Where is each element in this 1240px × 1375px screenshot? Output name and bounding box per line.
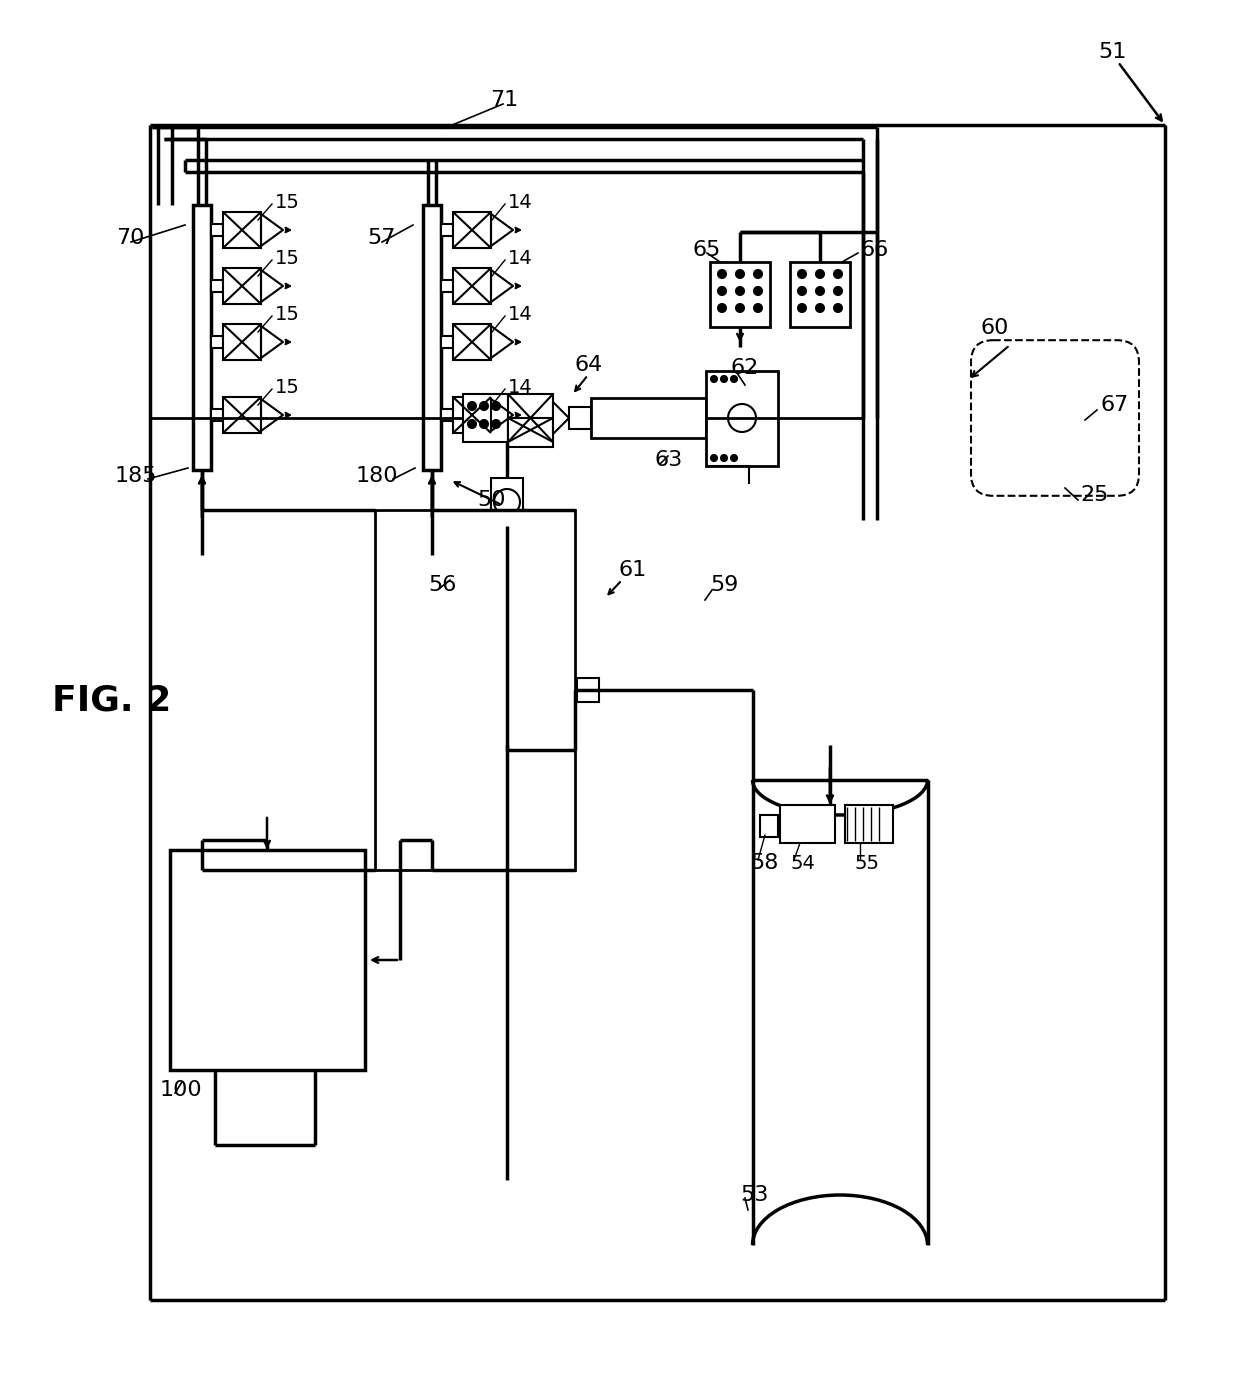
- Circle shape: [718, 270, 725, 278]
- Circle shape: [737, 270, 744, 278]
- Text: 63: 63: [655, 450, 683, 470]
- Text: 180: 180: [356, 466, 398, 485]
- Text: 25: 25: [1080, 485, 1109, 505]
- Bar: [569, 407, 591, 429]
- Circle shape: [835, 270, 842, 278]
- Bar: [211, 224, 223, 236]
- Bar: [211, 336, 223, 348]
- Text: 15: 15: [275, 304, 300, 323]
- Circle shape: [720, 375, 727, 382]
- Text: 60: 60: [980, 318, 1008, 338]
- Bar: [211, 408, 223, 421]
- Circle shape: [480, 419, 489, 428]
- Text: 61: 61: [618, 560, 646, 580]
- Circle shape: [711, 375, 717, 382]
- Text: 51: 51: [1097, 43, 1126, 62]
- Bar: [423, 205, 441, 470]
- Text: 64: 64: [575, 355, 603, 375]
- Bar: [170, 850, 365, 1070]
- Bar: [577, 678, 599, 703]
- Circle shape: [492, 419, 500, 428]
- Text: 50: 50: [477, 490, 506, 510]
- Circle shape: [799, 270, 806, 278]
- Bar: [441, 280, 453, 292]
- Circle shape: [835, 287, 842, 296]
- Bar: [790, 263, 849, 327]
- Bar: [508, 395, 553, 441]
- Text: 185: 185: [115, 466, 157, 485]
- Text: 100: 100: [160, 1079, 202, 1100]
- Circle shape: [720, 455, 727, 461]
- Bar: [463, 395, 508, 441]
- Bar: [223, 268, 260, 304]
- Text: 67: 67: [1100, 395, 1128, 415]
- Text: 53: 53: [740, 1185, 769, 1204]
- Text: 14: 14: [508, 249, 533, 268]
- Text: 55: 55: [856, 854, 880, 873]
- Bar: [441, 408, 453, 421]
- Text: 65: 65: [693, 241, 722, 260]
- Circle shape: [835, 304, 842, 312]
- Circle shape: [718, 304, 725, 312]
- Bar: [453, 324, 491, 360]
- Text: 54: 54: [790, 854, 815, 873]
- Circle shape: [799, 304, 806, 312]
- Bar: [374, 510, 575, 870]
- Circle shape: [816, 287, 825, 296]
- Circle shape: [754, 287, 763, 296]
- Circle shape: [754, 270, 763, 278]
- Bar: [844, 804, 893, 843]
- Bar: [441, 224, 453, 236]
- Bar: [780, 804, 835, 843]
- Text: 66: 66: [861, 241, 888, 260]
- Circle shape: [737, 304, 744, 312]
- Circle shape: [732, 375, 737, 382]
- Circle shape: [467, 402, 476, 410]
- Circle shape: [732, 455, 737, 461]
- Circle shape: [799, 287, 806, 296]
- Circle shape: [480, 402, 489, 410]
- Circle shape: [467, 419, 476, 428]
- FancyBboxPatch shape: [971, 340, 1140, 496]
- Circle shape: [737, 287, 744, 296]
- Text: 15: 15: [275, 193, 300, 212]
- Circle shape: [718, 287, 725, 296]
- Bar: [453, 212, 491, 248]
- Bar: [441, 336, 453, 348]
- Bar: [491, 478, 523, 527]
- Text: 14: 14: [508, 193, 533, 212]
- Text: 14: 14: [508, 378, 533, 396]
- Text: 71: 71: [490, 89, 518, 110]
- Bar: [453, 397, 491, 433]
- Text: 70: 70: [117, 228, 144, 247]
- Text: 57: 57: [367, 228, 396, 247]
- Bar: [193, 205, 211, 470]
- Circle shape: [816, 304, 825, 312]
- Circle shape: [492, 402, 500, 410]
- Text: 59: 59: [711, 575, 738, 595]
- Bar: [760, 815, 777, 837]
- Text: 14: 14: [508, 304, 533, 323]
- Bar: [223, 397, 260, 433]
- Text: 15: 15: [275, 378, 300, 396]
- Bar: [223, 212, 260, 248]
- Bar: [711, 263, 770, 327]
- Text: 62: 62: [730, 358, 758, 378]
- Polygon shape: [553, 402, 569, 434]
- Text: FIG. 2: FIG. 2: [52, 683, 171, 716]
- Bar: [453, 268, 491, 304]
- Bar: [591, 397, 706, 439]
- Text: 15: 15: [275, 249, 300, 268]
- Text: 58: 58: [750, 852, 779, 873]
- Bar: [223, 324, 260, 360]
- Bar: [706, 371, 777, 466]
- Text: 56: 56: [428, 575, 456, 595]
- Circle shape: [754, 304, 763, 312]
- Bar: [508, 418, 553, 447]
- Bar: [211, 280, 223, 292]
- Circle shape: [816, 270, 825, 278]
- Circle shape: [711, 455, 717, 461]
